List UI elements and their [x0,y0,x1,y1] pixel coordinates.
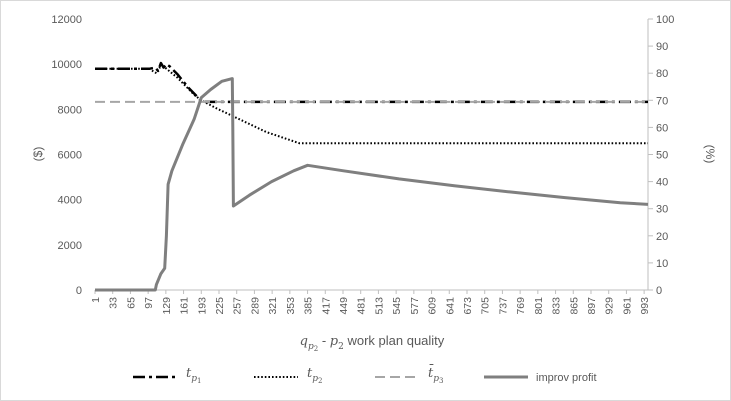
series-tp2-line [95,65,648,145]
right-y-tick-label: 100 [656,14,674,26]
left-y-tick-label: 0 [76,285,82,297]
x-tick-label: 417 [320,297,332,315]
x-tick-label: 449 [338,297,350,315]
svg-text:tp1: tp1 [186,366,201,385]
x-tick-label: 897 [586,297,598,315]
x-tick-label: 609 [427,297,439,315]
x-tick-labels: 1 33 65 97 129 161 193 225 257 289 321 353 385 417 449… [90,297,651,315]
left-y-tick-label: 8000 [58,104,82,116]
right-y-tick-label: 20 [656,231,668,243]
x-tick-label: 673 [462,297,474,315]
right-y-tick-label: 40 [656,177,668,189]
left-y-tick-label: 4000 [58,195,82,207]
right-y-tick-label: 30 [656,204,668,216]
right-y-tick-label: 0 [656,285,662,297]
legend-label-tp1-main: t [186,366,192,381]
x-tick-label: 385 [303,297,315,315]
legend: tp1 tp2 t̄p3 improv profit [133,364,597,385]
x-tick-label: 161 [179,297,191,315]
left-y-tick-label: 6000 [58,150,82,162]
left-y-axis-title: ($) [31,147,45,162]
left-y-tick-label: 10000 [51,59,82,71]
x-tick-label: 641 [444,297,456,315]
legend-label-tp2-main: t [307,366,313,381]
x-tick-label: 961 [621,297,633,315]
x-tick-label: 577 [409,297,421,315]
x-title-p-sub: 2 [338,342,344,352]
legend-label-tp3-sub: p [433,374,439,384]
x-tick-label: 225 [214,297,226,315]
series-improv-profit-line [95,77,649,292]
x-tick-label: 705 [480,297,492,315]
right-y-tick-label: 10 [656,258,668,270]
legend-label-tp3-main: t̄ [428,364,434,381]
right-y-axis-title: (%) [703,145,717,164]
x-tick-label: 929 [604,297,616,315]
x-tick-label: 833 [551,297,563,315]
left-y-tick-labels: 0 2000 4000 6000 8000 10000 12000 [51,14,82,297]
x-tick-label: 65 [125,297,137,309]
x-title-q-subsub: 2 [314,345,318,353]
legend-label-improv-profit: improv profit [536,372,597,384]
svg-text:tp2: tp2 [307,366,322,385]
right-y-tick-label: 90 [656,41,668,53]
x-tick-label: 193 [196,297,208,315]
x-tick-label: 865 [568,297,580,315]
x-tick-label: 321 [267,297,279,315]
x-tick-label: 353 [285,297,297,315]
x-axis-title: qp2 - p2 work plan quality [300,333,445,353]
x-tick-label: 481 [356,297,368,315]
legend-label-tp2-sub: p [312,374,318,384]
series-layer [95,61,649,292]
legend-label-tp1-sub: p [191,374,197,384]
x-tick-label: 289 [249,297,261,315]
x-title-p: p [330,334,339,349]
x-tick-label: 769 [515,297,527,315]
legend-item-tp2: tp2 [254,366,322,385]
x-tick-label: 801 [533,297,545,315]
x-title-q-sub: p [308,342,314,352]
x-tick-label: 993 [639,297,651,315]
x-tick-label: 97 [143,297,155,309]
right-y-tick-label: 80 [656,68,668,80]
x-tick-label: 737 [497,297,509,315]
legend-item-improv-profit: improv profit [484,372,597,384]
legend-label-tp2-subsub: 2 [318,377,322,385]
right-y-tick-label: 70 [656,95,668,107]
legend-item-tp1: tp1 [133,366,201,385]
right-y-tick-label: 60 [656,122,668,134]
x-tick-marks [94,290,645,294]
right-y-tick-marks [648,18,653,291]
x-tick-label: 1 [90,297,102,303]
x-title-q: q [300,334,308,349]
svg-text:t̄p3: t̄p3 [428,364,443,385]
x-tick-label: 257 [232,297,244,315]
x-title-rest: work plan quality [344,333,445,348]
x-tick-label: 129 [161,297,173,315]
right-y-tick-label: 50 [656,150,668,162]
legend-label-tp1-subsub: 1 [197,377,201,385]
x-tick-label: 33 [108,297,120,309]
x-title-dash: - [318,333,330,348]
left-y-tick-label: 12000 [51,14,82,26]
series-tp1-line [95,61,648,104]
x-tick-label: 513 [373,297,385,315]
legend-label-tp3-subsub: 3 [439,377,443,385]
legend-item-tp3: t̄p3 [375,364,443,385]
x-tick-label: 545 [391,297,403,315]
left-y-tick-label: 2000 [58,240,82,252]
right-y-tick-labels: 0 10 20 30 40 50 60 70 80 90 100 [656,14,674,297]
